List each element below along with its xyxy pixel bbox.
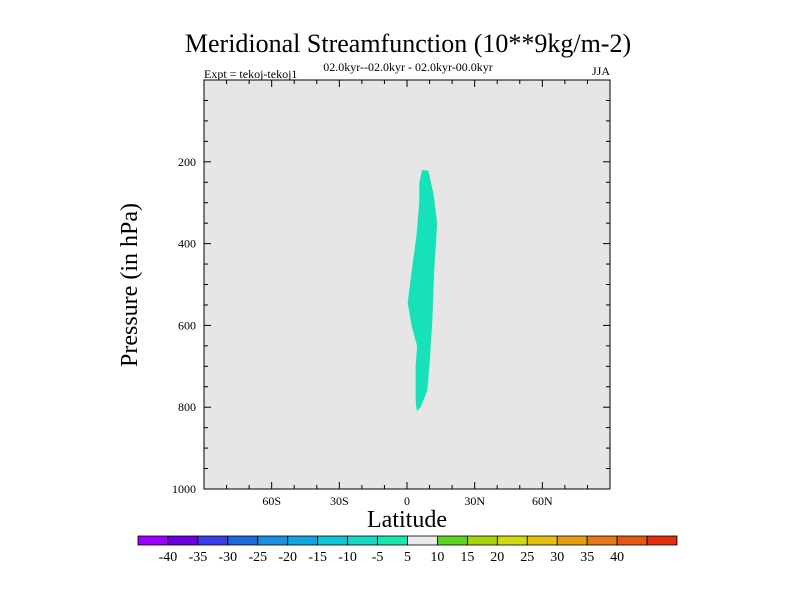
y-tick-label: 600: [178, 318, 196, 332]
colorbar-label: -30: [218, 550, 237, 565]
x-tick-label: 30S: [330, 494, 349, 508]
subtitle-left: Expt = tekoj-tekoj1: [204, 67, 297, 81]
plot-frame: [203, 79, 611, 490]
colorbar-label: -20: [278, 550, 297, 565]
colorbar-label: -5: [372, 550, 384, 565]
y-tick-label: 200: [178, 155, 196, 169]
colorbar-label: 5: [404, 550, 411, 565]
colorbar-label: 35: [580, 550, 594, 565]
y-tick-label: 800: [178, 400, 196, 414]
colorbar-swatch: [167, 535, 199, 546]
colorbar-swatch: [377, 535, 408, 546]
colorbar-swatch: [437, 535, 468, 546]
colorbar-label: -40: [159, 550, 178, 565]
x-tick-label: 60S: [262, 494, 281, 508]
chart-title: Meridional Streamfunction (10**9kg/m-2): [185, 29, 631, 58]
colorbar-swatch: [526, 535, 558, 546]
colorbar-swatch: [646, 535, 678, 546]
colorbar-swatch: [466, 535, 498, 546]
colorbar-swatch: [197, 535, 229, 546]
contour-region-0: [407, 170, 438, 412]
colorbar-swatch: [317, 535, 349, 546]
colorbar-label: 15: [460, 550, 474, 565]
colorbar-swatch: [137, 535, 169, 546]
colorbar-label: 30: [550, 550, 564, 565]
colorbar-label: -35: [189, 550, 208, 565]
colorbar-swatch: [586, 535, 618, 546]
x-tick-label: 30N: [464, 494, 485, 508]
x-tick-label: 0: [404, 494, 410, 508]
y-tick-label: 400: [178, 237, 196, 251]
y-tick-label: 1000: [172, 482, 196, 496]
x-tick-label: 60N: [532, 494, 553, 508]
x-axis-label: Latitude: [367, 507, 447, 533]
colorbar-swatch: [257, 535, 289, 546]
colorbar-label: 25: [520, 550, 534, 565]
colorbar-label: 10: [430, 550, 444, 565]
y-axis-label: Pressure (in hPa): [117, 203, 143, 367]
colorbar-swatch: [556, 535, 588, 546]
colorbar-swatch: [287, 535, 319, 546]
subtitle-center: 02.0kyr--02.0kyr - 02.0kyr-00.0kyr: [323, 60, 493, 74]
colorbar-label: -25: [248, 550, 267, 565]
colorbar-label: -10: [338, 550, 357, 565]
colorbar-swatch: [227, 535, 259, 546]
colorbar-label: 20: [490, 550, 504, 565]
colorbar-label: -15: [308, 550, 327, 565]
colorbar-swatch: [347, 535, 378, 546]
colorbar-label: 40: [610, 550, 624, 565]
plot-area: [204, 80, 610, 489]
colorbar-swatch: [407, 535, 438, 546]
colorbar-swatch: [496, 535, 528, 546]
colorbar-swatch: [616, 535, 648, 546]
subtitle-right: JJA: [592, 64, 610, 78]
